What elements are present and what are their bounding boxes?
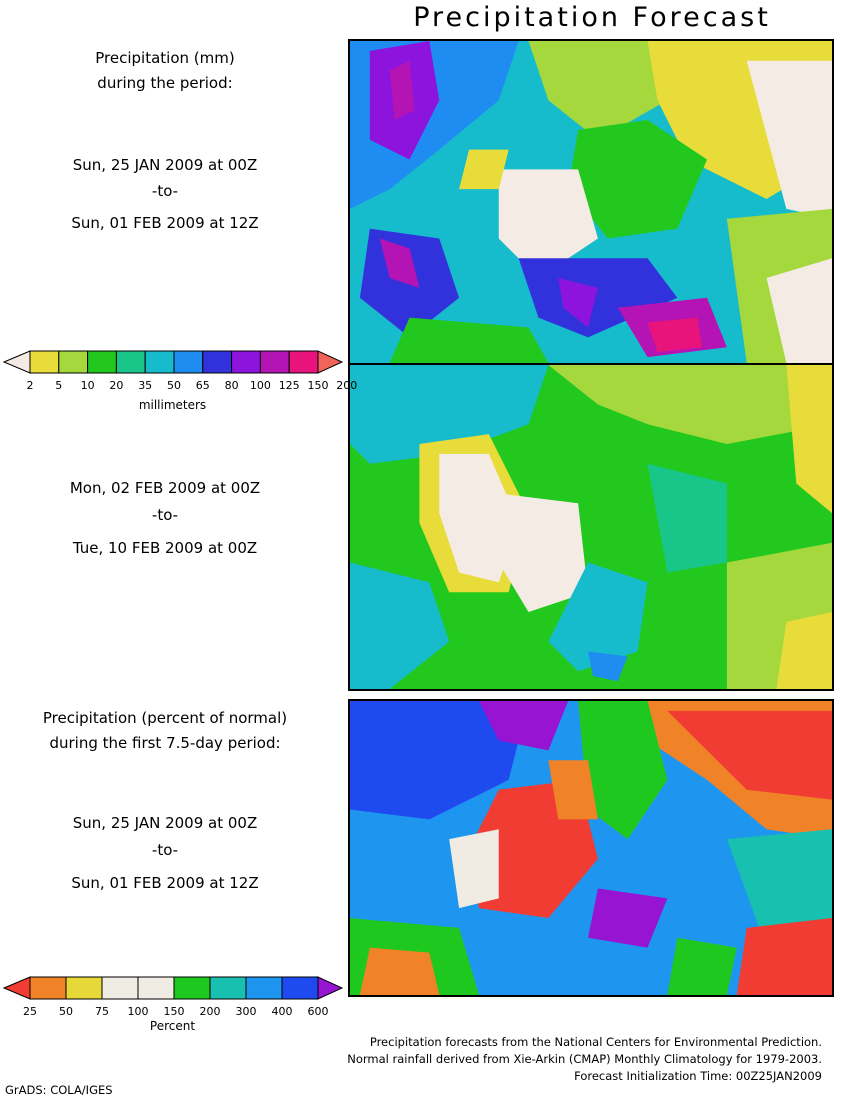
panel1-separator: -to- bbox=[151, 182, 179, 200]
legend-mm-tick-label: 150 bbox=[307, 379, 329, 392]
legend-mm-swatch bbox=[259, 350, 290, 374]
legend-mm-swatch bbox=[173, 350, 204, 374]
panel3-start-date: Sun, 25 JAN 2009 at 00Z bbox=[72, 814, 258, 832]
legend-pct-tick-label: 200 bbox=[199, 1005, 221, 1018]
legend-pct-tick-label: 150 bbox=[163, 1005, 185, 1018]
legend-mm-tick-label: 35 bbox=[138, 379, 153, 392]
legend-pct-tick-label: 400 bbox=[271, 1005, 293, 1018]
legend-mm-tick-label: 125 bbox=[278, 379, 300, 392]
legend-pct-swatch bbox=[137, 976, 175, 1000]
legend-millimeters-colorbar bbox=[2, 350, 344, 374]
footer-line3: Forecast Initialization Time: 00Z25JAN20… bbox=[574, 1069, 822, 1083]
legend-pct-tick-label: 600 bbox=[307, 1005, 329, 1018]
legend-pct-swatch bbox=[173, 976, 211, 1000]
legend-mm-tick-label: 50 bbox=[167, 379, 181, 392]
legend-pct-tick-label: 50 bbox=[59, 1005, 73, 1018]
panel1-end-date: Sun, 01 FEB 2009 at 12Z bbox=[71, 214, 259, 232]
panel1-heading-line2: during the period: bbox=[97, 74, 233, 92]
panel1-heading-line1: Precipitation (mm) bbox=[95, 49, 235, 67]
map-percent-of-normal bbox=[348, 699, 834, 997]
legend-mm-tick-label: 10 bbox=[80, 379, 95, 392]
legend-mm-tick-label: 5 bbox=[55, 379, 63, 392]
legend-percent-colorbar bbox=[2, 976, 344, 1000]
legend-pct-swatch bbox=[245, 976, 283, 1000]
legend-mm-tick-label: 80 bbox=[224, 379, 239, 392]
footer-line2: Normal rainfall derived from Xie-Arkin (… bbox=[347, 1052, 822, 1066]
legend-mm-tick-label: 20 bbox=[109, 379, 124, 392]
panel2-start-date: Mon, 02 FEB 2009 at 00Z bbox=[69, 479, 261, 497]
panel3-end-date: Sun, 01 FEB 2009 at 12Z bbox=[71, 874, 259, 892]
legend-mm-tick-label: 100 bbox=[249, 379, 271, 392]
legend-percent-unit: Percent bbox=[149, 1019, 196, 1033]
panel3-heading-line1: Precipitation (percent of normal) bbox=[42, 709, 288, 727]
panel1-start-date: Sun, 25 JAN 2009 at 00Z bbox=[72, 156, 258, 174]
legend-pct-low-triangle bbox=[2, 976, 31, 1000]
panel2-end-date: Tue, 10 FEB 2009 at 00Z bbox=[72, 539, 258, 557]
footer-line1: Precipitation forecasts from the Nationa… bbox=[369, 1035, 822, 1049]
legend-mm-swatch bbox=[115, 350, 146, 374]
legend-pct-tick-label: 100 bbox=[127, 1005, 149, 1018]
map-precip-week2 bbox=[348, 363, 834, 691]
legend-pct-swatch bbox=[101, 976, 139, 1000]
legend-mm-tick-label: 2 bbox=[26, 379, 34, 392]
panel3-heading-line2: during the first 7.5-day period: bbox=[49, 734, 281, 752]
legend-pct-tick-label: 75 bbox=[95, 1005, 109, 1018]
legend-mm-swatch bbox=[288, 350, 319, 374]
legend-pct-high-triangle bbox=[317, 976, 344, 1000]
legend-mm-tick-label: 200 bbox=[336, 379, 358, 392]
legend-mm-high-triangle bbox=[317, 350, 344, 374]
legend-mm-swatch bbox=[29, 350, 60, 374]
legend-mm-swatch bbox=[87, 350, 117, 374]
legend-pct-swatch bbox=[65, 976, 103, 1000]
legend-pct-tick-label: 25 bbox=[23, 1005, 37, 1018]
page-title: Precipitation Forecast bbox=[413, 2, 771, 33]
panel3-separator: -to- bbox=[151, 841, 179, 859]
legend-mm-swatch bbox=[58, 350, 89, 374]
legend-mm-swatch bbox=[144, 350, 175, 374]
legend-pct-swatch bbox=[281, 976, 319, 1000]
map-precip-week1 bbox=[348, 39, 834, 365]
legend-pct-swatch bbox=[209, 976, 247, 1000]
legend-mm-swatch bbox=[202, 350, 233, 374]
panel2-separator: -to- bbox=[151, 506, 179, 524]
legend-mm-tick-label: 65 bbox=[195, 379, 210, 392]
legend-pct-swatch bbox=[29, 976, 67, 1000]
legend-pct-tick-label: 300 bbox=[235, 1005, 257, 1018]
legend-millimeters-unit: millimeters bbox=[138, 398, 207, 412]
legend-millimeters: 2 5 10 20 35 50 65 80 100 125 150 200 millimeters bbox=[0, 349, 357, 419]
legend-percent: 25 50 75 100 150 200 300 400 600 Percent bbox=[0, 975, 345, 1037]
software-credit: GrADS: COLA/IGES bbox=[5, 1083, 113, 1097]
legend-mm-low-triangle bbox=[2, 350, 31, 374]
legend-mm-swatch bbox=[231, 350, 261, 374]
